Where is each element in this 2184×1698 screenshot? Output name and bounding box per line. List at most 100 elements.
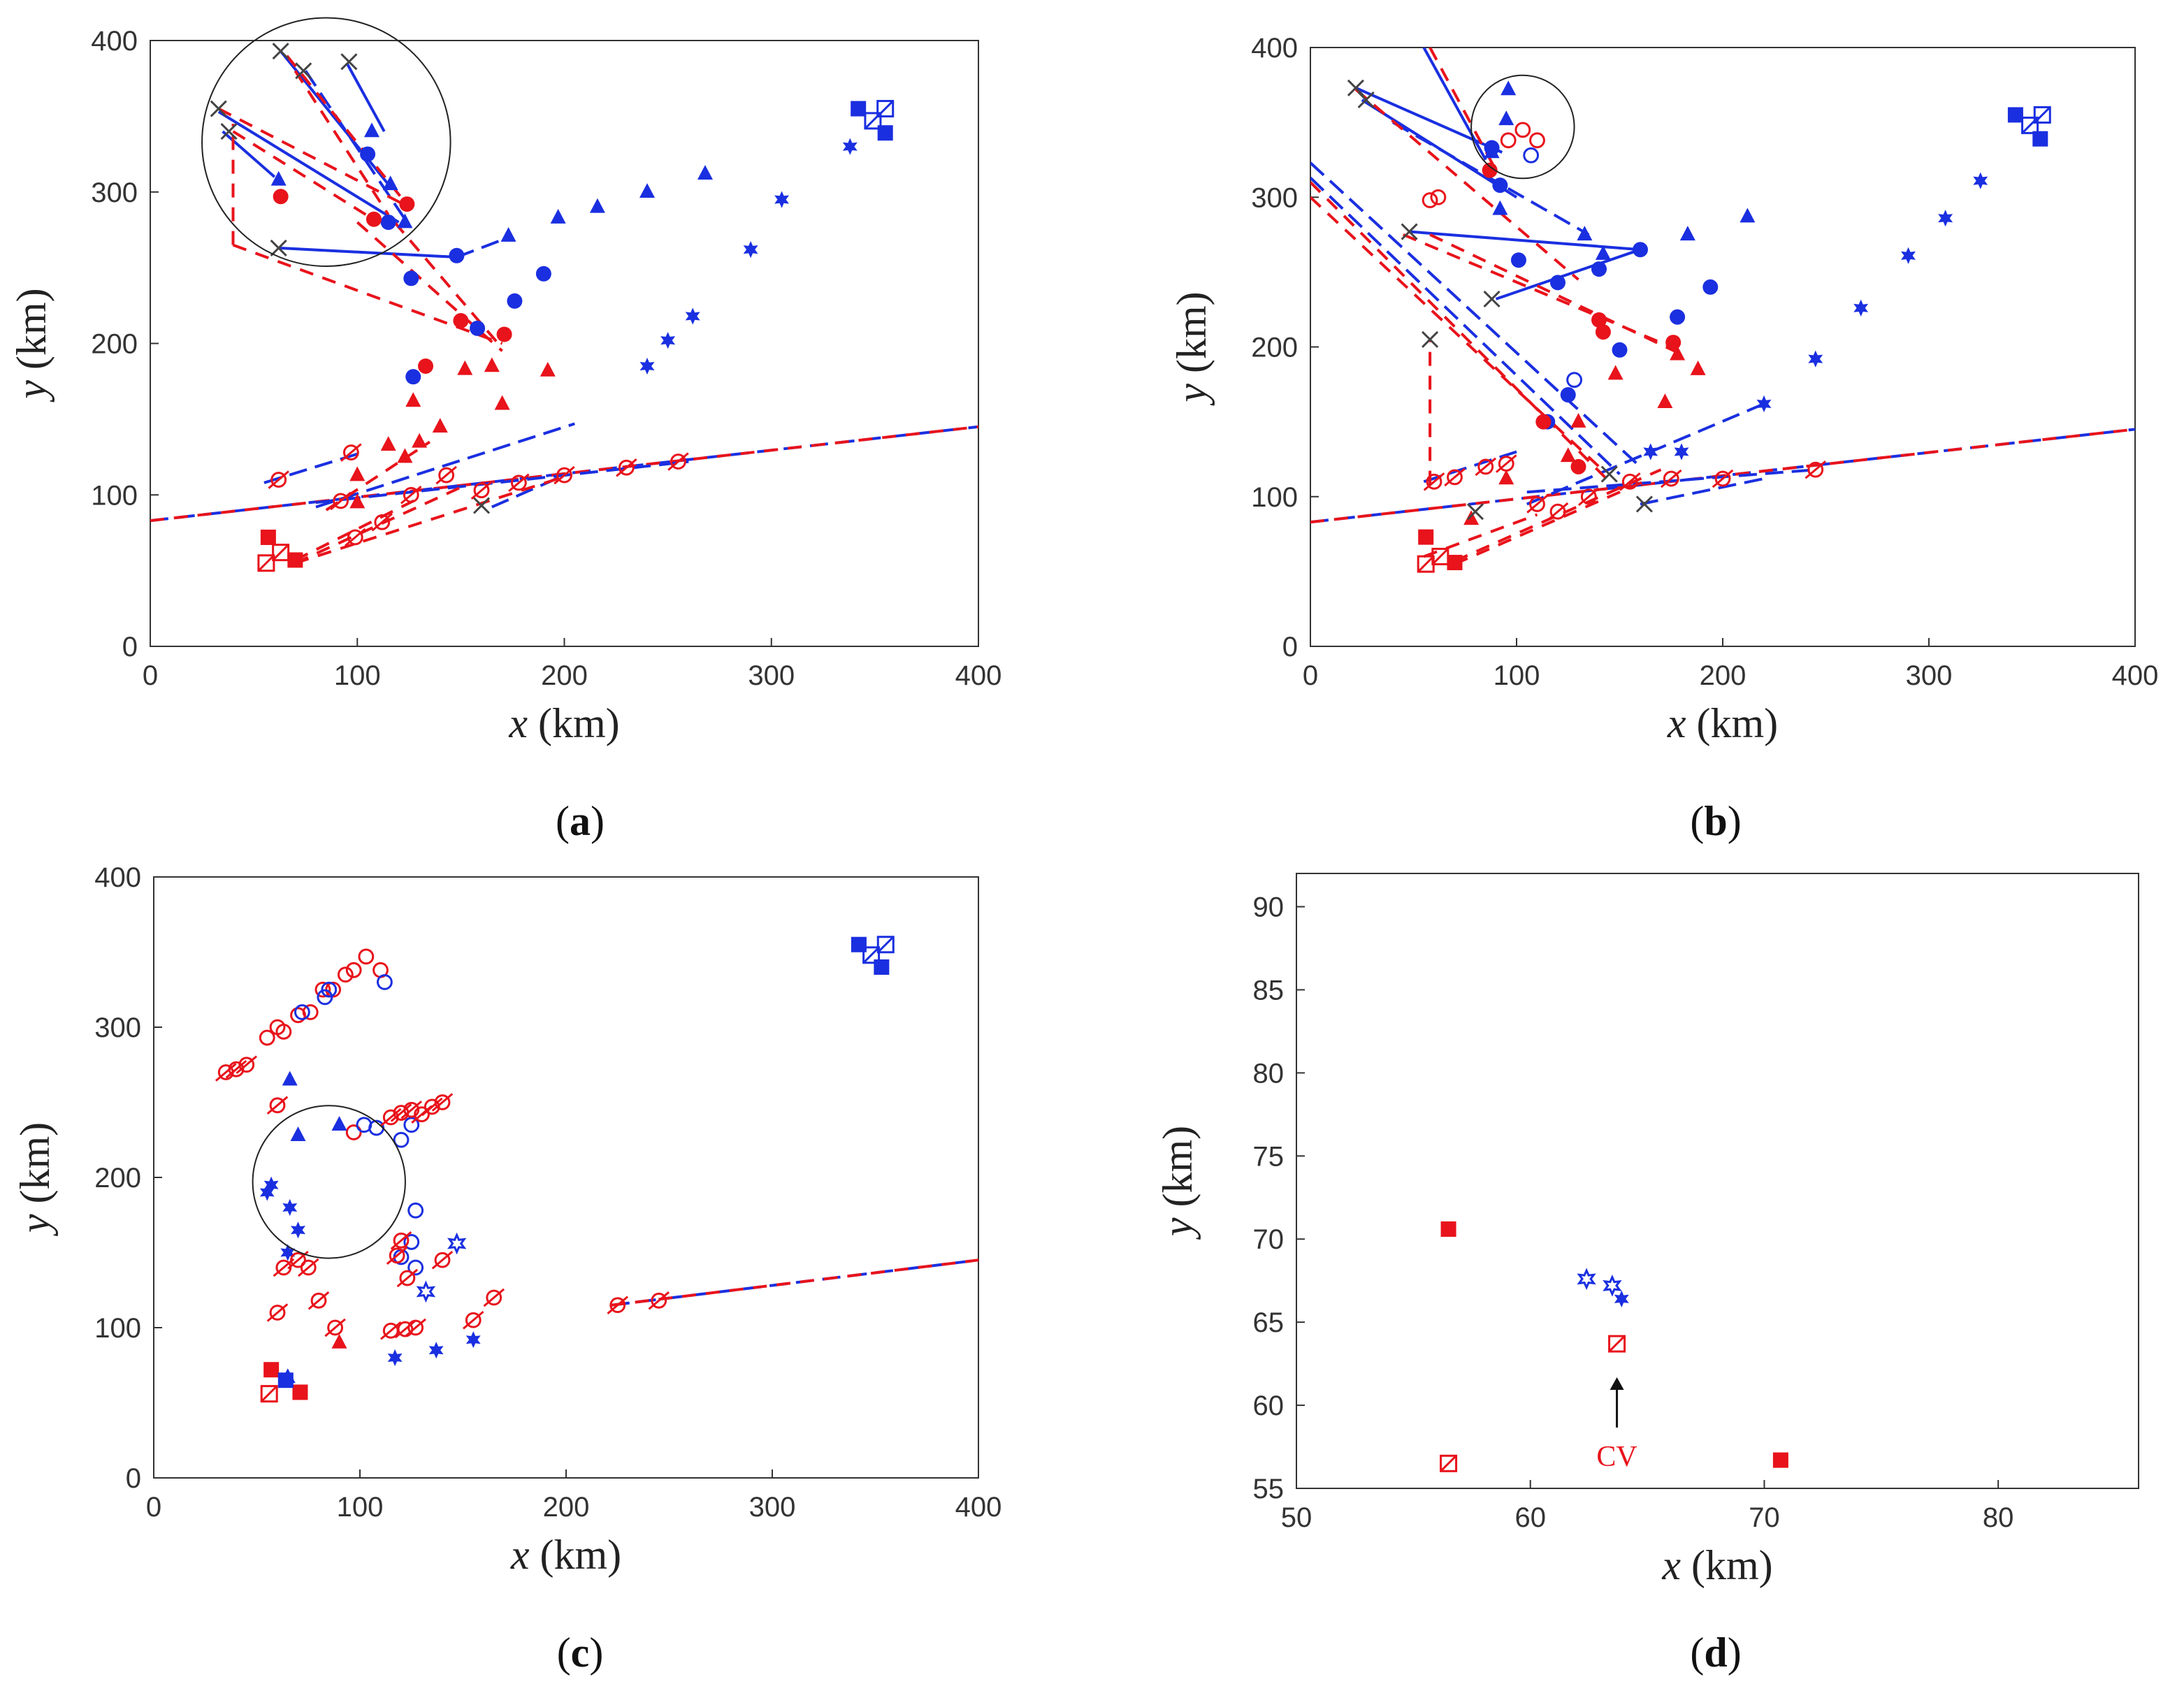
slashed-circle-ring [434, 1094, 451, 1110]
slashed-circle-marker [266, 1303, 289, 1322]
open-circle-marker [1422, 192, 1438, 208]
slashed-circle-ring [393, 1232, 410, 1249]
circle-marker [1482, 162, 1498, 178]
panel-label-close: ) [591, 798, 605, 844]
triangle-marker [331, 1116, 347, 1131]
slashed-circle-marker [386, 1246, 408, 1265]
slashed-circle-slash [667, 452, 689, 471]
slashed-circle-ring [1714, 470, 1731, 487]
slashed-circle-ring [1529, 496, 1545, 512]
plot-content [150, 43, 978, 572]
circle-marker [366, 211, 382, 227]
square-outline [1440, 1454, 1458, 1472]
trajectory-line [1640, 477, 1765, 506]
circle-marker [1560, 387, 1576, 403]
slashed-circle-ring [1663, 470, 1679, 487]
slashed-circle-ring [269, 1305, 286, 1321]
series-slashed-circle-red [215, 1055, 670, 1340]
series-circle-red [1482, 162, 1682, 474]
y-axis: 0 100 200 300 400 [94, 862, 162, 1494]
series-square-red [260, 529, 303, 568]
triangle-marker [412, 433, 428, 448]
slashed-circle-slash [386, 1246, 408, 1265]
slashed-circle-slash [1547, 502, 1569, 521]
triangle-marker [500, 226, 516, 242]
open-circle-marker [1514, 122, 1531, 138]
open-circle-marker [1430, 189, 1447, 205]
x-marker [1401, 223, 1418, 240]
square-diagonal [877, 936, 895, 953]
star-marker [465, 1331, 481, 1349]
slashed-circle-slash [390, 1231, 412, 1250]
slashed-circle-ring [651, 1292, 667, 1309]
square-marker [292, 1384, 308, 1400]
square-marker [2007, 107, 2023, 123]
series-square-blue [2007, 107, 2048, 147]
x-axis-var: x [508, 700, 528, 746]
star-marker [743, 241, 758, 259]
triangle-marker [382, 175, 398, 191]
plot-content [215, 936, 978, 1403]
slashed-circle-marker [1712, 469, 1734, 488]
slashed-circle-marker [435, 465, 457, 485]
y-tick-label: 55 [1253, 1474, 1285, 1504]
x-axis-unit: (km) [528, 700, 620, 746]
y-axis-unit: (km) [8, 288, 55, 380]
square-outline [260, 1385, 278, 1403]
slashed-circle-ring [510, 474, 527, 491]
circle-marker [380, 215, 396, 231]
slashed-circle-ring [290, 1251, 306, 1268]
series-cross-black [1347, 79, 1653, 521]
slashed-circle-ring [407, 1319, 424, 1336]
slashed-circle-marker [1495, 454, 1517, 473]
y-axis-title: y (km) [8, 288, 55, 402]
y-axis: 0 100 200 300 400 [1251, 33, 1319, 662]
x-axis-title: x (km) [510, 1532, 621, 1578]
series-square-open-blue [862, 936, 895, 964]
triangle-marker [282, 1071, 298, 1086]
slashed-circle-ring [1498, 456, 1514, 472]
slashed-circle-slash [1660, 469, 1682, 488]
series-square-open-red [1417, 547, 1449, 573]
panel-label-close: ) [1728, 798, 1742, 844]
slashed-circle-marker [297, 1258, 319, 1277]
open-star-marker [1577, 1268, 1596, 1291]
slashed-circle-slash [1495, 454, 1517, 473]
x-axis: 0 100 200 300 400 [146, 1470, 1001, 1523]
square-marker [2032, 131, 2048, 147]
open-circle-marker [407, 1259, 424, 1276]
slashed-circle-ring [270, 472, 287, 488]
slashed-circle-marker [396, 1268, 419, 1288]
slashed-circle-ring [465, 1312, 482, 1328]
slashed-circle-marker [340, 443, 362, 462]
x-axis-title: x (km) [1667, 700, 1778, 746]
slashed-circle-ring [399, 1270, 416, 1286]
panel-label: (b) [1690, 798, 1741, 844]
square-marker [1418, 529, 1434, 545]
trajectory-line [315, 422, 575, 509]
square-outline [1608, 1335, 1626, 1353]
triangle-marker [1657, 393, 1673, 409]
trajectory-line [304, 70, 410, 226]
open-circle-marker [377, 974, 393, 990]
triangle-marker [331, 1333, 347, 1349]
y-tick-label: 65 [1253, 1307, 1285, 1338]
y-axis: 55 60 65 70 75 80 85 90 [1253, 892, 1305, 1504]
slashed-circle-slash [421, 1097, 443, 1117]
triangle-marker [1607, 365, 1623, 380]
x-tick-label: 100 [1494, 660, 1540, 691]
slashed-circle-slash [324, 1318, 346, 1337]
square-outline [876, 936, 895, 954]
square-marker [851, 101, 867, 117]
y-tick-label: 80 [1253, 1058, 1285, 1089]
panel-label-close: ) [589, 1630, 603, 1676]
slashed-circle-slash [266, 1096, 289, 1115]
slashed-circle-slash [394, 1319, 417, 1339]
triangle-marker [432, 418, 448, 433]
slashed-circle-slash [435, 465, 457, 485]
x-tick-label: 300 [749, 1492, 796, 1523]
x-tick-label: 200 [1700, 660, 1747, 691]
x-tick-label: 200 [543, 1492, 590, 1523]
